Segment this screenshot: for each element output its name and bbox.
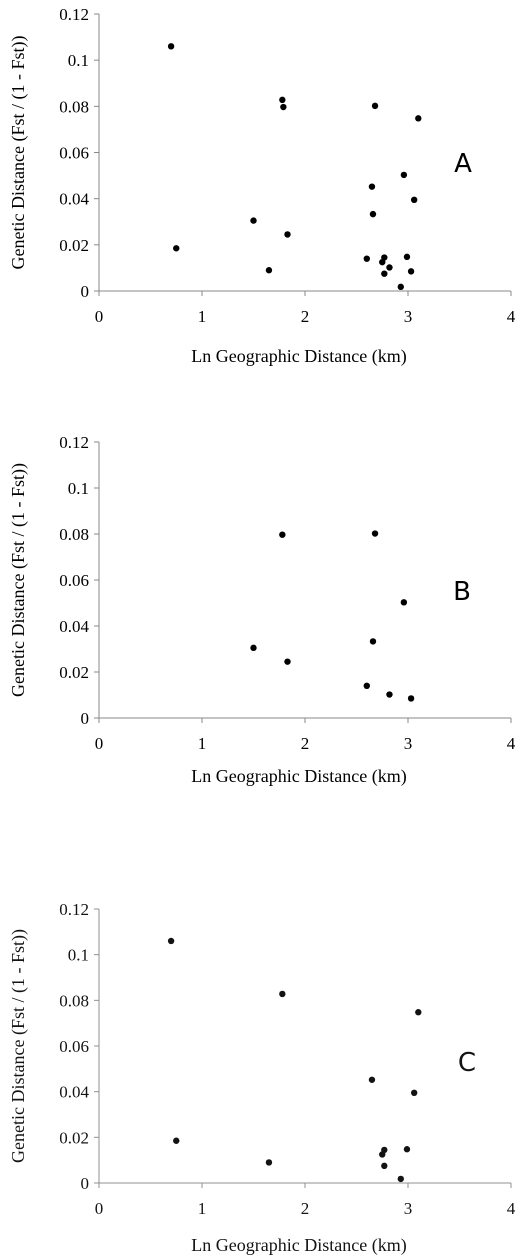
x-tick-label: 0 bbox=[95, 1199, 104, 1218]
data-point bbox=[381, 270, 388, 277]
y-tick-label: 0.08 bbox=[59, 991, 89, 1010]
data-point bbox=[368, 1076, 376, 1083]
data-point bbox=[410, 196, 418, 204]
x-tick-label: 3 bbox=[404, 734, 413, 753]
y-axis-label: Genetic Distance (Fst / (1 - Fst)) bbox=[8, 463, 29, 697]
data-point bbox=[265, 267, 273, 274]
y-tick-label: 0.08 bbox=[59, 97, 89, 116]
x-tick-label: 4 bbox=[507, 307, 515, 326]
data-point bbox=[369, 638, 377, 645]
data-point bbox=[403, 1146, 411, 1153]
data-point bbox=[415, 115, 422, 122]
scatter-chart-c: 0 0.02 0.04 0.06 0.08 0.1 0.12 0 1 2 3 4 Ln Geograph… bbox=[8, 900, 515, 1256]
data-point bbox=[265, 1159, 273, 1166]
x-tick-label: 1 bbox=[198, 734, 207, 753]
data-point bbox=[369, 210, 377, 218]
data-point bbox=[284, 231, 291, 238]
y-tick-label: 0.1 bbox=[68, 946, 89, 965]
y-tick-label: 0.04 bbox=[59, 617, 89, 636]
data-point bbox=[279, 96, 286, 104]
y-tick-label: 0.1 bbox=[68, 479, 89, 498]
data-point bbox=[279, 990, 286, 998]
data-point bbox=[407, 695, 415, 702]
y-tick-label: 0.04 bbox=[59, 190, 89, 209]
y-tick-label: 0.04 bbox=[59, 1083, 89, 1102]
y-tick-label: 0.02 bbox=[59, 663, 89, 682]
data-point bbox=[250, 644, 257, 652]
data-point bbox=[410, 1089, 418, 1097]
panel-label: A bbox=[454, 149, 472, 179]
y-tick-label: 0 bbox=[81, 282, 90, 301]
panel-label: C bbox=[458, 1048, 476, 1078]
data-point bbox=[400, 599, 408, 606]
y-tick-label: 0.02 bbox=[59, 1128, 89, 1147]
data-point bbox=[167, 43, 175, 50]
y-tick-label: 0.06 bbox=[59, 1037, 89, 1056]
data-point bbox=[284, 658, 291, 665]
x-axis-label: Ln Geographic Distance (km) bbox=[191, 346, 406, 367]
y-tick-label: 0.02 bbox=[59, 236, 89, 255]
scatter-chart-a: 0 0.02 0.04 0.06 0.08 0.1 0.12 0 1 2 3 4 Ln Geograph… bbox=[8, 5, 515, 367]
data-point bbox=[363, 682, 370, 689]
data-point bbox=[397, 1175, 404, 1183]
data-point bbox=[167, 937, 175, 945]
data-point bbox=[381, 1162, 388, 1170]
data-point bbox=[371, 102, 379, 110]
scatter-chart-b: 0 0.02 0.04 0.06 0.08 0.1 0.12 0 1 2 3 4 Ln Geograph… bbox=[8, 433, 515, 787]
y-tick-label: 0.08 bbox=[59, 525, 89, 544]
y-tick-label: 0.12 bbox=[59, 900, 89, 919]
data-point bbox=[173, 1137, 180, 1144]
x-axis-label: Ln Geographic Distance (km) bbox=[191, 1235, 406, 1256]
y-tick-label: 0 bbox=[81, 1174, 90, 1193]
data-point bbox=[368, 183, 376, 190]
x-tick-label: 4 bbox=[507, 734, 515, 753]
y-tick-label: 0.1 bbox=[68, 51, 89, 70]
x-tick-label: 2 bbox=[301, 734, 310, 753]
y-tick-label: 0.12 bbox=[59, 433, 89, 452]
y-tick-label: 0.06 bbox=[59, 144, 89, 163]
data-point bbox=[403, 253, 411, 261]
x-tick-label: 3 bbox=[404, 307, 413, 326]
x-tick-label: 2 bbox=[301, 307, 310, 326]
data-point bbox=[386, 691, 393, 698]
data-point bbox=[397, 283, 404, 291]
y-tick-label: 0.12 bbox=[59, 5, 89, 24]
data-point bbox=[386, 264, 393, 271]
data-point bbox=[381, 1146, 388, 1154]
x-tick-label: 2 bbox=[301, 1199, 310, 1218]
data-point bbox=[415, 1009, 422, 1016]
x-tick-label: 0 bbox=[95, 734, 104, 753]
data-point bbox=[400, 171, 408, 179]
x-tick-label: 0 bbox=[95, 307, 104, 326]
y-axis-label: Genetic Distance (Fst / (1 - Fst)) bbox=[8, 36, 29, 270]
y-axis-label: Genetic Distance (Fst / (1 - Fst)) bbox=[8, 929, 29, 1163]
data-point bbox=[363, 255, 370, 262]
x-tick-label: 3 bbox=[404, 1199, 413, 1218]
data-point bbox=[250, 217, 257, 224]
data-point bbox=[371, 530, 379, 537]
x-axis-label: Ln Geographic Distance (km) bbox=[191, 766, 406, 787]
x-tick-label: 1 bbox=[198, 307, 207, 326]
data-point bbox=[279, 531, 286, 538]
data-point bbox=[280, 103, 287, 111]
x-tick-label: 1 bbox=[198, 1199, 207, 1218]
panel-label: B bbox=[453, 577, 471, 607]
y-tick-label: 0.06 bbox=[59, 571, 89, 590]
data-point bbox=[407, 268, 415, 275]
data-point bbox=[381, 254, 388, 261]
x-tick-label: 4 bbox=[507, 1199, 515, 1218]
y-tick-label: 0 bbox=[81, 709, 90, 728]
data-point bbox=[173, 245, 180, 252]
